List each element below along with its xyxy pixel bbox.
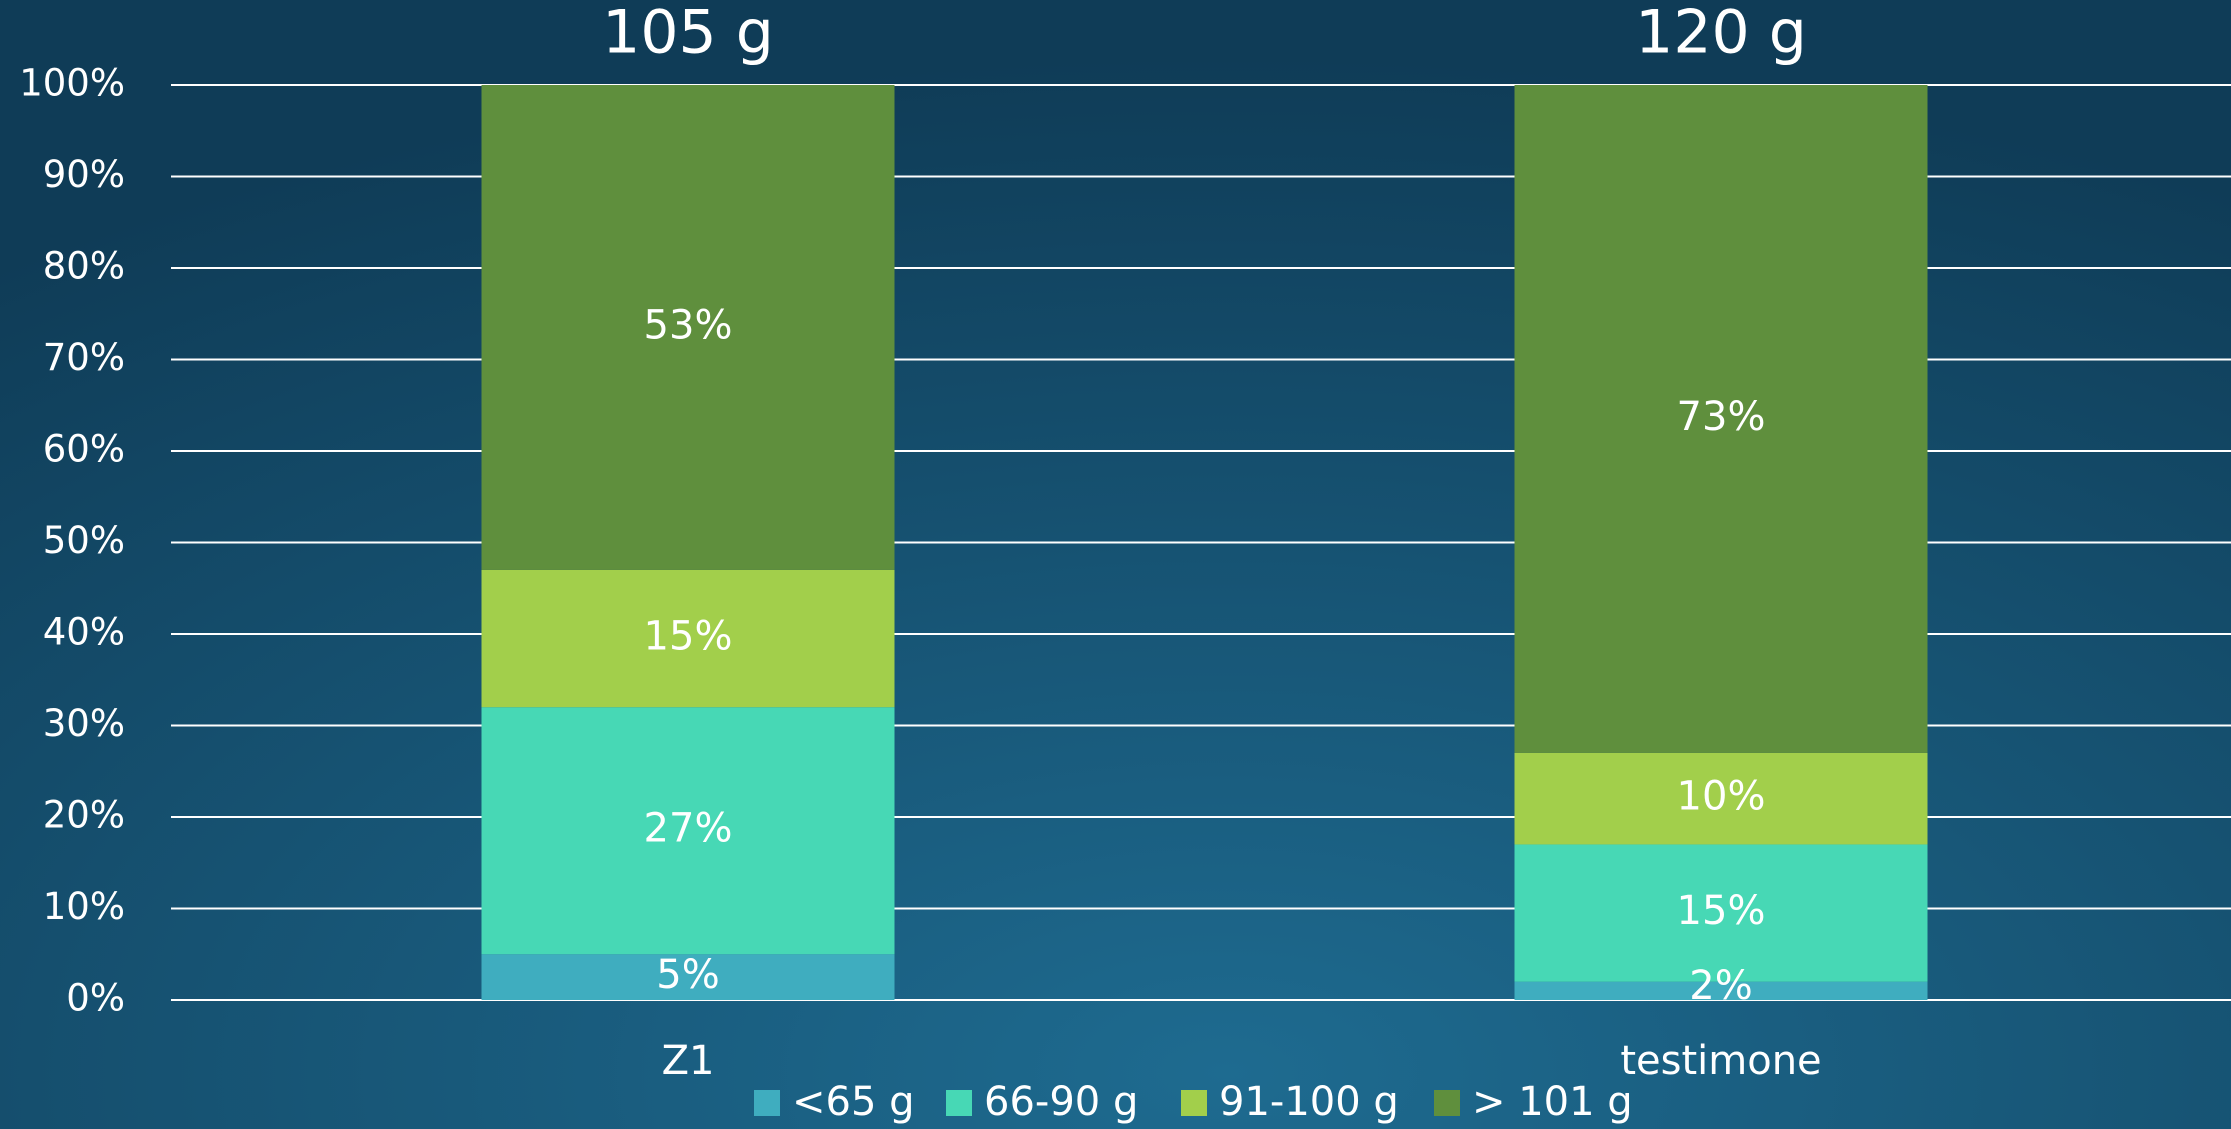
bar-segment: [1514, 981, 1928, 1000]
bar-segment: [1514, 844, 1928, 982]
annotation: 105 g: [602, 0, 774, 68]
bar-segment: [481, 85, 895, 570]
x-tick-label: Z1: [662, 1038, 715, 1084]
y-tick-label: 90%: [43, 153, 125, 196]
data-label: 27%: [644, 806, 733, 852]
legend-label: <65 g: [792, 1079, 915, 1125]
x-tick-label: testimone: [1620, 1038, 1821, 1084]
data-label: 10%: [1677, 774, 1766, 820]
annotation: 120 g: [1635, 0, 1807, 68]
y-tick-label: 70%: [43, 336, 125, 379]
data-label: 53%: [644, 302, 733, 348]
legend-label: > 101 g: [1472, 1079, 1633, 1125]
y-tick-label: 20%: [43, 794, 125, 837]
bar-segment: [1514, 85, 1928, 753]
bar-segment: [481, 954, 895, 1000]
y-tick-label: 50%: [43, 519, 125, 562]
legend-swatch: [1434, 1090, 1460, 1116]
y-tick-label: 100%: [19, 62, 125, 105]
legend-swatch: [1181, 1090, 1207, 1116]
bar-segment: [1514, 752, 1928, 845]
data-label: 15%: [644, 614, 733, 660]
y-tick-label: 10%: [43, 885, 125, 928]
data-label: 73%: [1677, 394, 1766, 440]
data-label: 2%: [1689, 963, 1752, 1009]
bar-segment: [481, 569, 895, 708]
legend-label: 66-90 g: [984, 1079, 1138, 1125]
y-tick-label: 30%: [43, 702, 125, 745]
legend-swatch: [946, 1090, 972, 1116]
legend-swatch: [754, 1090, 780, 1116]
y-tick-label: 40%: [43, 611, 125, 654]
legend-label: 91-100 g: [1219, 1079, 1399, 1125]
data-label: 15%: [1677, 888, 1766, 934]
y-tick-label: 0%: [66, 977, 125, 1020]
y-tick-label: 60%: [43, 428, 125, 471]
y-tick-label: 80%: [43, 245, 125, 288]
data-label: 5%: [656, 952, 719, 998]
bar-segment: [481, 707, 895, 955]
